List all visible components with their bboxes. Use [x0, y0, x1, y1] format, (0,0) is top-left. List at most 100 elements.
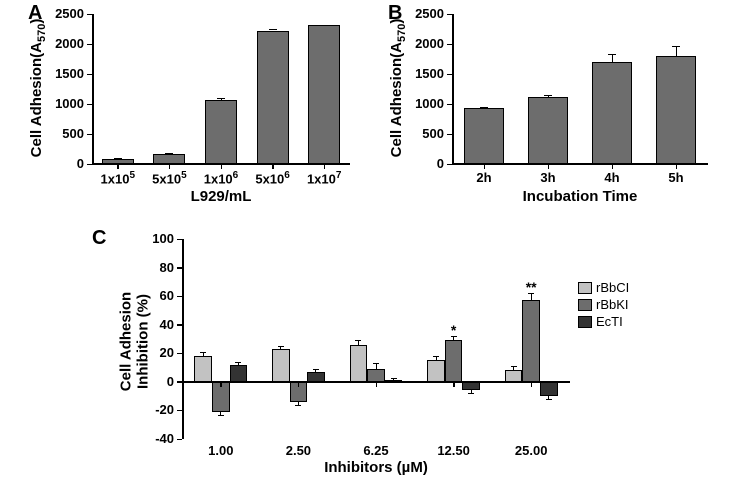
- y-tick: [177, 381, 182, 383]
- legend-label: rBbKI: [596, 297, 629, 312]
- error-bar-cap: [217, 98, 225, 99]
- panel-a-ylabel-close: ): [28, 19, 45, 24]
- bar: [308, 25, 340, 164]
- error-bar-cap: [608, 54, 616, 55]
- panel-a: A 050010001500200025001x1055x1051x1065x1…: [0, 0, 370, 220]
- error-bar-cap: [511, 366, 517, 367]
- y-tick: [447, 74, 452, 76]
- legend-item: rBbKI: [578, 297, 629, 312]
- y-tick: [447, 164, 452, 166]
- error-bar-cap: [480, 107, 488, 108]
- x-tick: [169, 164, 171, 169]
- y-tick-label: -40: [142, 431, 174, 446]
- bar: [230, 365, 248, 382]
- error-bar-cap: [468, 393, 474, 394]
- bar: [592, 62, 632, 164]
- x-tick-label: 25.00: [492, 443, 570, 458]
- x-tick: [531, 382, 533, 387]
- x-tick: [676, 164, 678, 169]
- error-bar-cap: [672, 46, 680, 47]
- x-tick: [376, 382, 378, 387]
- y-tick-label: 1500: [404, 66, 444, 81]
- error-bar-stem: [612, 54, 613, 62]
- y-axis: [452, 14, 454, 164]
- error-bar-cap: [544, 95, 552, 96]
- error-bar-cap: [278, 346, 284, 347]
- error-bar-cap: [433, 356, 439, 357]
- y-tick-label: 1500: [44, 66, 84, 81]
- y-tick: [87, 14, 92, 16]
- y-tick: [87, 164, 92, 166]
- bar: [505, 370, 523, 381]
- x-tick: [220, 382, 222, 387]
- legend-item: EcTI: [578, 314, 629, 329]
- x-tick-label: 1x106: [195, 170, 247, 186]
- error-bar-cap: [391, 378, 397, 379]
- x-tick: [272, 164, 274, 169]
- error-bar-cap: [320, 25, 328, 26]
- panel-a-xlabel: L929/mL: [92, 188, 350, 205]
- error-bar-cap: [218, 415, 224, 416]
- error-bar-cap: [355, 340, 361, 341]
- error-bar-cap: [546, 399, 552, 400]
- panel-b-ylabel-text: Cell Adhesion(A: [388, 42, 405, 157]
- bar: [522, 300, 540, 381]
- error-bar-cap: [373, 363, 379, 364]
- bar: [350, 345, 368, 382]
- panel-a-ylabel-sub: 570: [36, 24, 48, 42]
- y-tick: [177, 239, 182, 241]
- x-tick-label: 5x105: [144, 170, 196, 186]
- error-bar-cap: [165, 153, 173, 154]
- x-tick-label: 2.50: [260, 443, 338, 458]
- legend-swatch: [578, 299, 592, 311]
- x-tick: [221, 164, 223, 169]
- bar: [367, 369, 385, 382]
- panel-b-ylabel-close: ): [388, 19, 405, 24]
- y-tick: [447, 134, 452, 136]
- bar: [427, 360, 445, 381]
- x-tick-label: 3h: [516, 170, 580, 185]
- panel-b-chart: 050010001500200025002h3h4h5h: [452, 14, 708, 164]
- x-tick-label: 1x107: [298, 170, 350, 186]
- panel-a-ylabel: Cell Adhesion(A570): [28, 8, 48, 168]
- y-tick: [177, 439, 182, 441]
- bar: [307, 372, 325, 382]
- y-tick-label: 0: [44, 156, 84, 171]
- y-tick-label: 2500: [404, 6, 444, 21]
- panel-b: B 050010001500200025002h3h4h5h Cell Adhe…: [370, 0, 732, 220]
- error-bar-cap: [235, 362, 241, 363]
- bar: [528, 97, 568, 164]
- x-tick: [453, 382, 455, 387]
- bar: [272, 349, 290, 382]
- legend-item: rBbCI: [578, 280, 629, 295]
- panel-c-ylabel: Cell AdhesionInhibition (%): [119, 257, 152, 427]
- x-tick: [612, 164, 614, 169]
- bar: [194, 356, 212, 382]
- error-bar-cap: [269, 29, 277, 30]
- legend-swatch: [578, 282, 592, 294]
- y-axis: [182, 239, 184, 439]
- y-tick: [87, 104, 92, 106]
- panel-a-ylabel-text: Cell Adhesion(A: [28, 42, 45, 157]
- error-bar-cap: [295, 405, 301, 406]
- bar: [540, 382, 558, 396]
- error-bar-stem: [676, 46, 677, 56]
- y-tick: [177, 410, 182, 412]
- y-tick: [177, 353, 182, 355]
- legend-label: EcTI: [596, 314, 623, 329]
- x-tick-label: 1.00: [182, 443, 260, 458]
- x-tick: [298, 382, 300, 387]
- error-bar-cap: [114, 158, 122, 159]
- panel-c: C -40-200204060801001.002.506.2512.5025.…: [72, 225, 672, 495]
- y-tick-label: 1000: [44, 96, 84, 111]
- panel-b-ylabel-sub: 570: [396, 24, 408, 42]
- significance-mark: *: [444, 322, 464, 338]
- y-tick: [447, 104, 452, 106]
- y-tick-label: 2500: [44, 6, 84, 21]
- error-bar-cap: [313, 369, 319, 370]
- y-tick: [87, 134, 92, 136]
- x-tick-label: 6.25: [337, 443, 415, 458]
- x-tick: [484, 164, 486, 169]
- x-tick-label: 12.50: [415, 443, 493, 458]
- y-tick-label: 1000: [404, 96, 444, 111]
